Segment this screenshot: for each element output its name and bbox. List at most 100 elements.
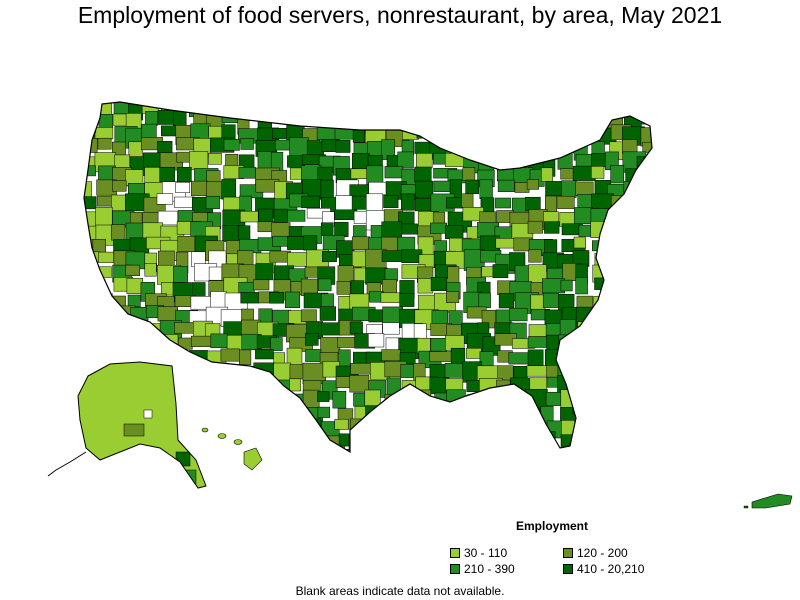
map-area [289,102,305,116]
map-area [256,433,275,452]
map-area [526,124,540,141]
map-area [156,193,174,205]
map-area [574,207,594,225]
map-area [466,347,482,359]
map-area [524,417,545,431]
map-area [338,349,351,369]
map-area [92,279,106,297]
map-area [257,221,274,233]
map-area [401,223,418,235]
map-area [642,390,652,402]
map-area [414,180,434,198]
map-area [513,405,533,418]
map-area [529,450,549,452]
map-area [127,294,141,308]
map-area [285,291,300,308]
map-area [637,224,652,235]
map-area [562,127,580,144]
map-area [364,102,388,116]
map-area [272,128,289,139]
map-area [174,196,195,208]
map-area [175,182,190,193]
map-area [593,296,611,314]
hawaii-island-kauai [201,427,209,433]
map-area [322,251,337,263]
map-area [543,140,556,158]
legend-swatch [450,564,460,574]
map-area [445,225,464,239]
map-area [220,447,244,452]
map-area [84,338,101,354]
map-area [224,364,240,379]
map-area [210,363,224,380]
map-area [577,447,602,452]
map-area [274,404,291,418]
map-area [493,141,514,160]
map-area [317,278,332,292]
map-area [302,389,320,411]
map-area [656,376,673,395]
map-area [255,263,274,281]
map-area [98,114,114,129]
map-area [239,210,259,223]
map-area [605,362,622,374]
map-area [609,336,627,356]
map-area [444,152,466,167]
map-area [561,180,577,198]
map-area [497,404,516,420]
map-area [385,450,403,452]
map-area [320,336,341,354]
map-area [463,435,480,451]
map-area [465,419,479,432]
map-area [305,333,319,346]
map-area [638,446,652,452]
map-area [189,433,203,446]
map-area [338,433,354,447]
footnote: Blank areas indicate data not available. [295,584,505,598]
map-area [384,394,408,407]
map-area [413,111,427,130]
map-area [270,102,283,114]
map-area [144,263,157,277]
map-area [109,336,134,353]
map-area [240,366,260,384]
map-area [161,334,179,348]
map-area [573,433,590,445]
map-area [415,404,435,419]
map-area [223,139,240,151]
map-area [254,417,279,430]
map-area [157,306,178,322]
map-area [284,433,301,449]
map-area [269,431,288,446]
map-area [127,337,140,350]
map-area [607,448,624,452]
map-area [623,403,645,416]
map-area [641,267,652,281]
map-area [429,102,452,121]
map-area [317,406,331,418]
map-area [562,347,583,365]
map-area [287,209,306,222]
map-area [317,102,336,109]
legend-label: 30 - 110 [464,546,508,560]
map-area [463,449,488,452]
map-area [545,391,562,406]
map-area [497,111,515,133]
map-area [530,111,555,123]
map-area [114,154,131,168]
map-area [605,220,618,234]
map-area [401,193,415,211]
map-area [157,110,176,125]
map-area [126,277,143,294]
map-area [446,389,466,403]
map-area [466,394,488,413]
map-area [591,323,611,334]
map-area [368,333,385,348]
map-area [589,420,608,431]
map-area [624,267,644,286]
map-area [590,391,615,410]
map-area [400,102,424,113]
map-area [622,235,643,255]
map-area [444,112,458,134]
